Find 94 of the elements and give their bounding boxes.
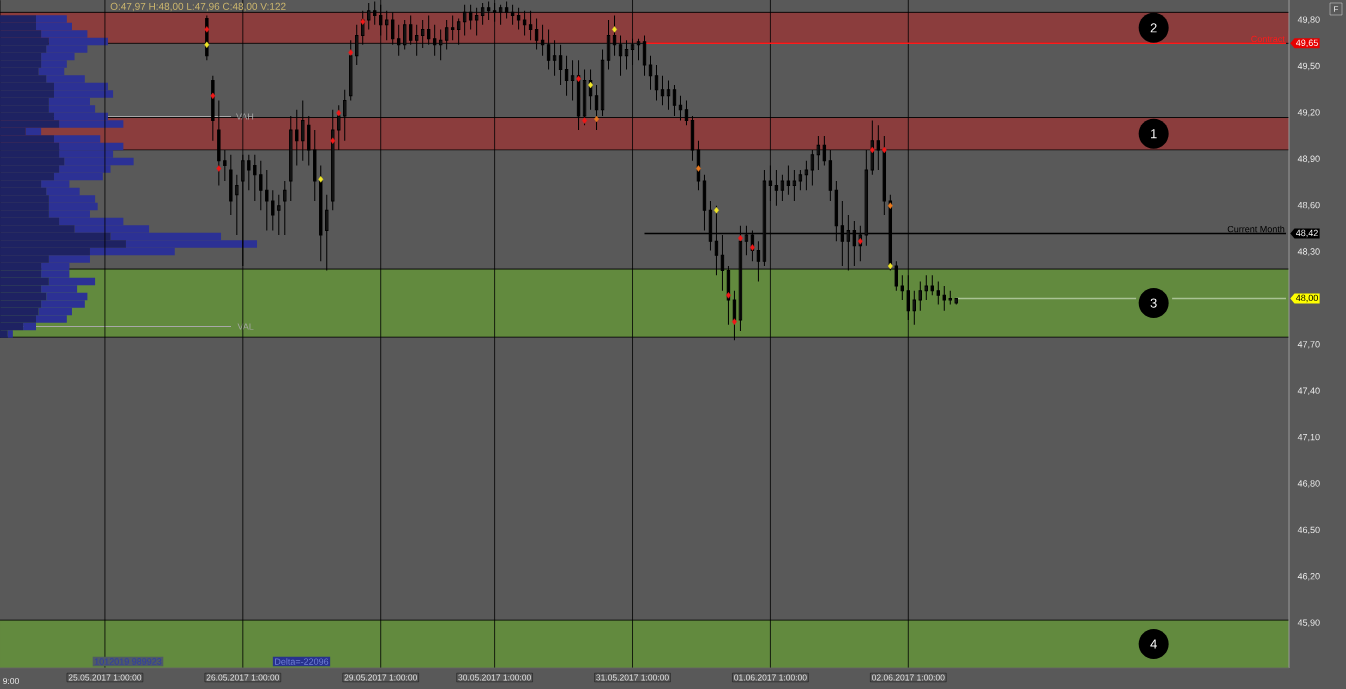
candlestick xyxy=(283,180,287,236)
candlestick xyxy=(780,174,785,202)
point xyxy=(887,202,893,209)
text: 48,42 xyxy=(1295,229,1318,238)
candlestick xyxy=(768,164,773,202)
candlestick xyxy=(564,55,569,97)
y-tick-label: 48,30 xyxy=(1297,248,1320,256)
text: F xyxy=(1334,6,1339,12)
candlestick xyxy=(954,297,958,306)
point xyxy=(869,146,875,154)
candlestick xyxy=(774,169,779,207)
x-tick-label: 01.06.2017 1:00:00 xyxy=(734,674,807,681)
candlestick xyxy=(936,280,940,306)
x-tick-label: 30.05.2017 1:00:00 xyxy=(458,674,531,681)
candlestick xyxy=(235,174,239,236)
y-tick-label: 49,20 xyxy=(1297,109,1320,117)
point xyxy=(318,176,324,183)
point xyxy=(612,26,617,33)
x-tick-label: 31.05.2017 1:00:00 xyxy=(596,674,669,681)
annotation: Delta=-22096 xyxy=(275,658,329,665)
point xyxy=(881,146,887,154)
y-tick-label: 46,50 xyxy=(1297,526,1320,535)
point xyxy=(731,318,737,325)
candlestick xyxy=(786,164,791,196)
y-tick-label: 48,60 xyxy=(1297,201,1320,210)
y-tick-label: 47,70 xyxy=(1297,341,1320,349)
candlestick xyxy=(702,174,707,231)
point xyxy=(210,92,216,100)
x-tick-label: 26.05.2017 1:00:00 xyxy=(206,674,280,681)
point xyxy=(336,109,342,117)
y-tick-label: 47,10 xyxy=(1297,433,1320,442)
point xyxy=(576,75,582,83)
candlestick xyxy=(666,79,671,111)
y-tick-label: 48,90 xyxy=(1297,155,1320,163)
candlestick xyxy=(930,274,934,296)
text: 9:00 xyxy=(3,678,19,685)
candlestick xyxy=(804,160,809,191)
point xyxy=(330,137,336,144)
text: 48,00 xyxy=(1295,294,1318,303)
candlestick xyxy=(648,55,653,91)
candlestick xyxy=(918,280,922,312)
candlestick xyxy=(798,169,803,191)
band-label: 2 xyxy=(1150,23,1157,33)
candlestick xyxy=(654,64,659,102)
candlestick xyxy=(900,274,905,301)
candlestick xyxy=(792,169,797,202)
candlestick xyxy=(570,59,575,102)
annotation: O:47,97 H:48,00 L:47,96 C:48,00 V:122 xyxy=(110,2,286,12)
bar xyxy=(25,127,42,136)
point xyxy=(725,292,731,299)
candlestick xyxy=(253,154,257,202)
y-tick-label: 49,80 xyxy=(1297,16,1320,24)
point xyxy=(204,41,210,49)
candlestick xyxy=(265,169,269,231)
point xyxy=(749,244,755,251)
candlestick xyxy=(271,189,275,231)
point xyxy=(696,165,701,172)
candlestick xyxy=(942,285,946,312)
y-tick-label: 47,40 xyxy=(1297,387,1320,395)
candlestick xyxy=(912,290,916,326)
band-label: 1 xyxy=(1151,129,1157,139)
point xyxy=(216,165,222,172)
candlestick xyxy=(319,164,323,262)
y-tick-label: 46,80 xyxy=(1297,480,1320,488)
point xyxy=(737,234,743,242)
candlestick xyxy=(660,75,665,106)
point xyxy=(887,262,893,270)
legend-label: Current Month xyxy=(1227,225,1285,233)
point xyxy=(582,117,587,124)
point xyxy=(857,238,863,245)
bar xyxy=(23,322,36,331)
candlestick xyxy=(924,274,928,301)
candlestick xyxy=(450,14,455,41)
point xyxy=(348,49,354,56)
band-label: 3 xyxy=(1150,298,1157,308)
text: 49,65 xyxy=(1295,39,1318,47)
series-label: Contract xyxy=(1251,35,1285,43)
point xyxy=(360,18,366,25)
x-tick-label: 25.05.2017 1:00:00 xyxy=(68,674,142,681)
bar xyxy=(7,330,13,338)
candlestick xyxy=(948,290,952,306)
candlestick xyxy=(229,154,233,216)
x-tick-label: 02.06.2017 1:00:00 xyxy=(872,674,945,681)
y-tick-label: 45,90 xyxy=(1297,619,1320,627)
candlestick xyxy=(247,154,251,191)
candlestick xyxy=(277,194,281,236)
candlestick xyxy=(241,154,245,267)
y-tick-label: 46,20 xyxy=(1297,573,1320,581)
y-tick-label: 49,50 xyxy=(1297,62,1320,71)
point xyxy=(714,207,719,214)
candlestick xyxy=(259,160,263,211)
point xyxy=(204,26,210,33)
x-tick-label: 29.05.2017 1:00:00 xyxy=(344,674,417,681)
band-label: 4 xyxy=(1150,639,1157,649)
